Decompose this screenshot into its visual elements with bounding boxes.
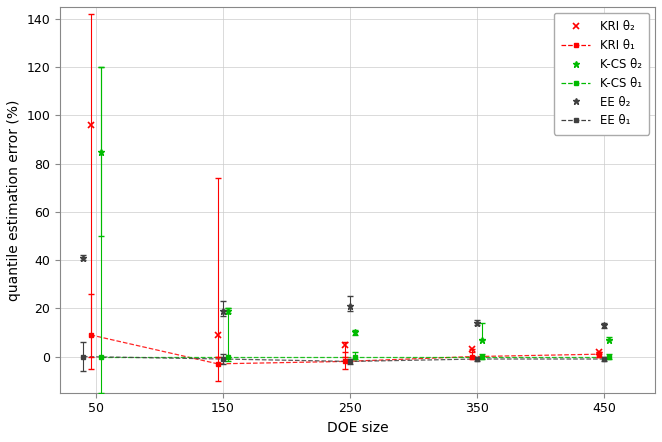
KRI θ₁ bbox=[341, 359, 349, 364]
EE θ₁ bbox=[473, 356, 481, 362]
EE θ₂ bbox=[600, 323, 608, 328]
K-CS θ₂ bbox=[97, 149, 105, 154]
KRI θ₂ bbox=[214, 332, 222, 338]
KRI θ₂ bbox=[595, 349, 603, 354]
EE θ₂ bbox=[219, 308, 227, 313]
Line: EE θ₂: EE θ₂ bbox=[79, 254, 608, 329]
KRI θ₂ bbox=[87, 122, 95, 128]
EE θ₁ bbox=[219, 356, 227, 362]
K-CS θ₂ bbox=[605, 337, 613, 343]
K-CS θ₂ bbox=[224, 308, 232, 313]
KRI θ₁ bbox=[214, 361, 222, 366]
X-axis label: DOE size: DOE size bbox=[327, 421, 389, 435]
EE θ₁ bbox=[346, 359, 354, 364]
Line: K-CS θ₁: K-CS θ₁ bbox=[99, 354, 612, 359]
EE θ₁ bbox=[600, 356, 608, 362]
K-CS θ₂ bbox=[478, 337, 486, 343]
K-CS θ₁ bbox=[605, 354, 613, 359]
K-CS θ₁ bbox=[97, 354, 105, 359]
Line: KRI θ₂: KRI θ₂ bbox=[87, 122, 602, 355]
Line: EE θ₁: EE θ₁ bbox=[81, 354, 606, 363]
EE θ₂ bbox=[346, 303, 354, 309]
Line: KRI θ₁: KRI θ₁ bbox=[89, 333, 601, 366]
KRI θ₁ bbox=[595, 351, 603, 357]
KRI θ₁ bbox=[87, 332, 95, 338]
K-CS θ₁ bbox=[478, 354, 486, 359]
KRI θ₂ bbox=[468, 347, 476, 352]
Line: K-CS θ₂: K-CS θ₂ bbox=[97, 148, 613, 343]
EE θ₂ bbox=[79, 255, 87, 260]
K-CS θ₂ bbox=[351, 330, 359, 335]
KRI θ₁ bbox=[468, 354, 476, 359]
K-CS θ₁ bbox=[224, 354, 232, 359]
EE θ₂ bbox=[473, 320, 481, 325]
Legend: KRI θ₂, KRI θ₁, K-CS θ₂, K-CS θ₁, EE θ₂, EE θ₁: KRI θ₂, KRI θ₁, K-CS θ₂, K-CS θ₁, EE θ₂,… bbox=[554, 13, 649, 134]
EE θ₁ bbox=[79, 354, 87, 359]
KRI θ₂ bbox=[341, 342, 349, 347]
K-CS θ₁ bbox=[351, 354, 359, 359]
Y-axis label: quantile estimation error (%): quantile estimation error (%) bbox=[7, 99, 21, 301]
